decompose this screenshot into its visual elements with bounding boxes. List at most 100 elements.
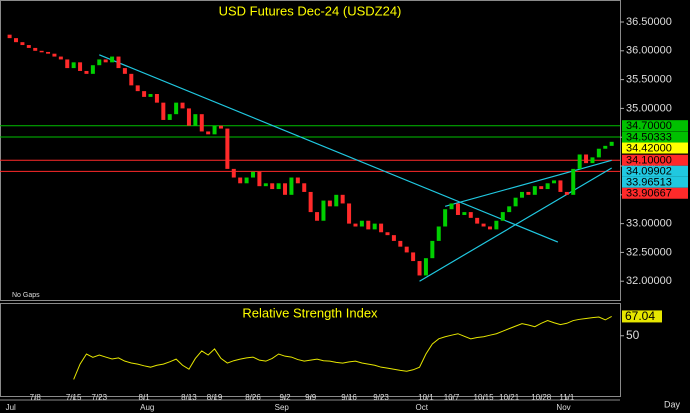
candle — [276, 183, 281, 190]
x-tick-label: 8/19 — [207, 393, 223, 402]
candle — [462, 212, 467, 215]
rsi-line — [73, 315, 612, 380]
candle — [532, 186, 537, 195]
candle — [257, 171, 262, 187]
candle — [283, 183, 288, 195]
rsi-label-box — [622, 310, 662, 323]
y-tick-label: 50 — [626, 328, 640, 342]
candle — [487, 226, 492, 230]
x-tick-label: 10/28 — [531, 393, 552, 402]
x-tick-label: 8/26 — [245, 393, 261, 402]
candle — [475, 217, 480, 224]
candle — [199, 114, 204, 132]
chart-title: USD Futures Dec-24 (USDZ24) — [219, 3, 402, 18]
x-tick-label: 10/7 — [444, 393, 460, 402]
candle — [263, 183, 268, 187]
rsi-label: 67.04 — [625, 309, 655, 323]
candle — [238, 177, 243, 184]
candle — [545, 183, 550, 190]
candle — [20, 42, 25, 46]
x-tick-label: 7/15 — [66, 393, 82, 402]
candle — [590, 157, 595, 164]
price-label-box — [622, 187, 688, 199]
candle — [250, 171, 255, 178]
candle — [468, 212, 473, 218]
candle — [225, 128, 230, 169]
candle — [161, 102, 166, 120]
candle — [39, 50, 44, 53]
month-label: Oct — [416, 403, 429, 412]
candle — [539, 186, 544, 190]
y-tick-label: 35.00000 — [626, 102, 672, 114]
candle — [379, 223, 384, 233]
candle — [26, 45, 31, 48]
candle — [526, 191, 531, 195]
price-label-box — [622, 165, 688, 177]
candle — [122, 68, 127, 74]
candle — [321, 200, 326, 221]
candle — [46, 51, 51, 54]
price-label: 34.70000 — [626, 120, 672, 132]
month-label: Jul — [6, 403, 16, 412]
price-label: 34.42000 — [626, 142, 672, 154]
candle — [78, 62, 83, 71]
candle — [417, 261, 422, 276]
candle — [552, 180, 557, 184]
y-tick-label: 33.00000 — [626, 218, 672, 230]
candle — [577, 154, 582, 169]
x-tick-label: 9/23 — [373, 393, 389, 402]
x-axis-label: Day — [664, 399, 681, 409]
candle — [110, 56, 115, 63]
y-tick-label: 32.00000 — [626, 275, 672, 287]
price-label-box — [622, 142, 688, 154]
candle — [270, 183, 275, 190]
candle — [391, 235, 396, 241]
candle — [154, 94, 159, 103]
price-panel — [0, 0, 621, 301]
candle — [334, 194, 339, 207]
candle — [494, 220, 499, 230]
month-label: Aug — [140, 403, 154, 412]
candle — [14, 38, 19, 43]
candle — [244, 177, 249, 184]
candle — [84, 70, 89, 74]
price-label-box — [622, 154, 688, 166]
candle — [411, 252, 416, 262]
x-tick-label: 10/21 — [499, 393, 520, 402]
candle — [564, 191, 569, 195]
candle — [404, 246, 409, 253]
rsi-panel — [0, 303, 621, 397]
candle — [513, 197, 518, 207]
candle — [558, 180, 563, 192]
candle — [308, 191, 313, 213]
candle — [359, 220, 364, 227]
candle — [340, 194, 345, 204]
price-label: 34.50333 — [626, 131, 672, 143]
candle — [129, 73, 134, 86]
y-tick-label: 36.00000 — [626, 45, 672, 57]
price-label-box — [622, 176, 688, 188]
candle — [481, 223, 486, 227]
candle — [443, 209, 448, 227]
price-label: 33.96513 — [626, 177, 672, 189]
price-label-box — [622, 120, 688, 132]
candle — [430, 240, 435, 259]
price-label-box — [622, 131, 688, 143]
x-tick-label: 7/23 — [91, 393, 107, 402]
month-label: Nov — [556, 403, 570, 412]
candle — [385, 232, 390, 236]
y-tick-label: 36.50000 — [626, 16, 672, 28]
candle — [212, 125, 217, 135]
candle — [372, 223, 377, 230]
x-tick-label: 10/1 — [418, 393, 434, 402]
candle — [353, 223, 358, 227]
candle — [148, 94, 153, 97]
trend-line — [444, 159, 612, 207]
candle — [231, 168, 236, 178]
x-tick-label: 11/1 — [559, 393, 575, 402]
candle — [206, 131, 211, 135]
trend-line — [99, 54, 559, 243]
candle — [302, 183, 307, 192]
